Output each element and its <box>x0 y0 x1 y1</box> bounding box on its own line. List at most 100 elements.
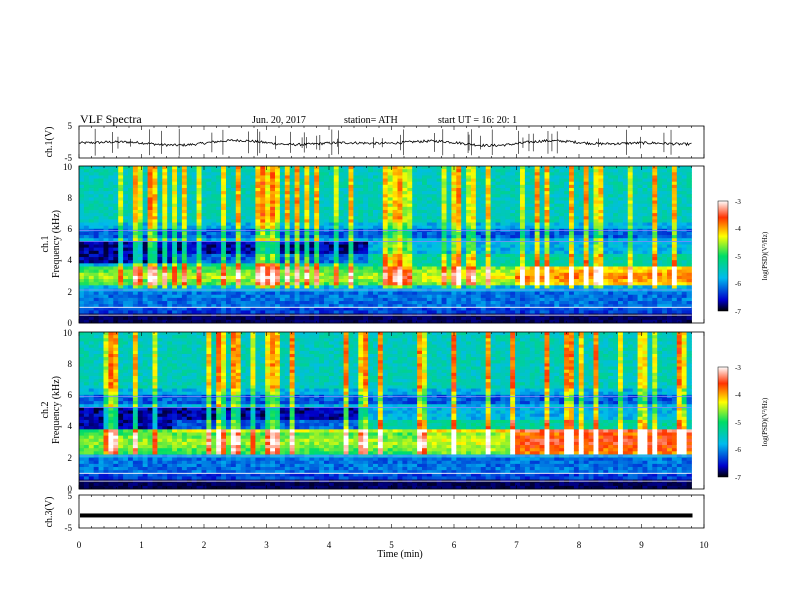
spectrogram-cell <box>216 247 222 252</box>
spectrogram-cell <box>235 197 242 201</box>
spectrogram-cell <box>402 253 408 258</box>
spectrogram-cell <box>226 209 232 214</box>
spectrogram-cell <box>113 269 119 274</box>
spectrogram-cell <box>79 181 85 186</box>
spectrogram-cell <box>534 269 540 274</box>
spectrogram-cell <box>402 319 408 324</box>
spectrogram-cell <box>392 291 398 296</box>
spectrogram-cell <box>441 216 447 220</box>
spectrogram-cell <box>211 291 217 296</box>
spectrogram-cell <box>147 244 153 249</box>
spectrogram-cell <box>108 184 114 189</box>
spectrogram-cell <box>79 238 85 242</box>
spectrogram-cell <box>279 222 286 227</box>
spectrogram-cell <box>152 282 158 286</box>
spectrogram-cell <box>118 191 124 195</box>
spectrogram-cell <box>534 310 540 314</box>
spectrogram-cell <box>250 297 256 302</box>
spectrogram-cell <box>392 238 398 242</box>
spectrogram-cell <box>181 310 188 314</box>
spectrogram-cell <box>103 282 109 286</box>
spectrogram-cell <box>363 169 369 173</box>
spectrogram-cell <box>363 191 369 195</box>
spectrogram-cell <box>377 181 384 186</box>
spectrogram-cell <box>314 166 320 170</box>
spectrogram-cell <box>338 241 344 245</box>
spectrogram-cell <box>289 178 295 183</box>
spectrogram-cell <box>172 269 178 274</box>
spectrogram-cell <box>235 216 242 220</box>
spectrogram-cell <box>289 219 295 223</box>
spectrogram-cell <box>230 279 237 283</box>
spectrogram-cell <box>544 310 550 314</box>
spectrogram-cell <box>206 235 212 239</box>
spectrogram-cell <box>373 260 379 264</box>
spectrogram-cell <box>510 310 516 314</box>
spectrogram-cell <box>524 213 531 217</box>
spectrogram-cell <box>177 272 183 277</box>
spectrogram-cell <box>338 172 344 176</box>
spectrogram-cell <box>319 307 325 311</box>
spectrogram-cell <box>368 191 374 195</box>
spectrogram-cell <box>279 301 286 305</box>
spectrogram-cell <box>147 203 153 208</box>
spectrogram-cell <box>475 272 482 277</box>
spectrogram-cell <box>245 282 251 286</box>
spectrogram-cell <box>446 235 452 239</box>
spectrogram-cell <box>319 272 325 277</box>
spectrogram-cell <box>132 279 139 283</box>
spectrogram-cell <box>260 285 266 289</box>
spectrogram-cell <box>230 263 237 267</box>
spectrogram-cell <box>167 238 173 242</box>
spectrogram-cell <box>485 181 491 186</box>
spectrogram-cell <box>294 253 300 258</box>
spectrogram-cell <box>456 279 462 283</box>
spectrogram-cell <box>309 194 315 198</box>
spectrogram-cell <box>363 291 369 296</box>
spectrogram-cell <box>128 310 134 314</box>
spectrogram-cell <box>142 272 148 277</box>
spectrogram-cell <box>240 266 246 271</box>
spectrogram-cell <box>422 272 428 277</box>
spectrogram-cell <box>534 279 540 283</box>
spectrogram-cell <box>304 247 310 252</box>
spectrogram-cell <box>216 172 222 176</box>
spectrogram-cell <box>132 297 139 302</box>
spectrogram-cell <box>456 231 462 236</box>
spectrogram-cell <box>515 263 521 267</box>
spectrogram-cell <box>436 222 442 227</box>
spectrogram-cell <box>559 166 565 170</box>
spectrogram-cell <box>471 235 477 239</box>
spectrogram-cell <box>270 187 276 192</box>
spectrogram-cell <box>201 260 207 264</box>
spectrogram-cell <box>328 279 335 283</box>
spectrogram-cell <box>167 216 173 220</box>
spectrogram-cell <box>255 225 261 230</box>
spectrogram-cell <box>495 213 501 217</box>
spectrogram-cell <box>230 222 237 227</box>
spectrogram-cell <box>333 206 340 211</box>
spectrogram-cell <box>211 304 217 308</box>
spectrogram-cell <box>152 172 158 176</box>
spectrogram-cell <box>534 197 540 201</box>
spectrogram-cell <box>348 310 354 314</box>
spectrogram-cell <box>485 178 491 183</box>
spectrogram-cell <box>128 279 134 283</box>
spectrogram-cell <box>480 166 487 170</box>
spectrogram-cell <box>299 178 305 183</box>
spectrogram-cell <box>167 319 173 324</box>
spectrogram-cell <box>132 213 139 217</box>
spectrogram-cell <box>103 297 109 302</box>
spectrogram-cell <box>157 266 163 271</box>
spectrogram-cell <box>93 172 99 176</box>
spectrogram-cell <box>387 222 393 227</box>
spectrogram-cell <box>328 263 335 267</box>
spectrogram-cell <box>373 191 379 195</box>
spectrogram-cell <box>417 231 423 236</box>
spectrogram-cell <box>245 257 251 261</box>
spectrogram-cell <box>118 279 124 283</box>
spectrogram-cell <box>333 194 340 198</box>
spectrogram-cell <box>147 206 153 211</box>
spectrogram-cell <box>181 172 188 176</box>
spectrogram-cell <box>510 297 516 302</box>
